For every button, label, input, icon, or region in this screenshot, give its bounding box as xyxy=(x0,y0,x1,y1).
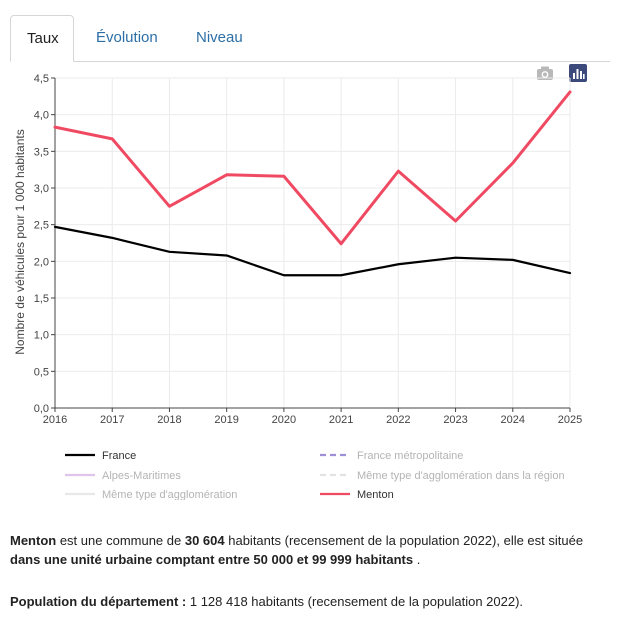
x-tick-label: 2021 xyxy=(329,414,353,426)
legend-label: France métropolitaine xyxy=(357,450,463,462)
legend-label: Menton xyxy=(357,489,394,500)
tab-niveau[interactable]: Niveau xyxy=(196,29,243,46)
y-tick-label: 0,0 xyxy=(34,403,49,415)
x-tick-label: 2024 xyxy=(501,414,525,426)
legend-label: Même type d'agglomération dans la région xyxy=(357,470,565,482)
y-tick-label: 1,0 xyxy=(34,330,49,342)
x-tick-label: 2023 xyxy=(443,414,467,426)
legend-item-alpes-maritimes[interactable]: Alpes-Maritimes xyxy=(65,470,181,482)
departement-population: Population du département : 1 128 418 ha… xyxy=(10,592,605,611)
chart-logo-icon[interactable] xyxy=(568,63,588,82)
desc-text-1: est une commune de xyxy=(56,533,185,548)
x-tick-label: 2018 xyxy=(157,414,181,426)
y-tick-label: 4,5 xyxy=(34,73,49,85)
legend: France France métropolitaine Alpes-Maritim… xyxy=(65,450,565,500)
grid-lines xyxy=(54,77,571,408)
x-tick-label: 2025 xyxy=(558,414,582,426)
line-chart: 0,0 0,5 1,0 1,5 2,0 2,5 3,0 3,5 4,0 4,5 2016 2017 20… xyxy=(13,73,583,500)
x-tick-label: 2016 xyxy=(43,414,67,426)
y-tick-label: 2,5 xyxy=(34,220,49,232)
legend-item-france-metropolitaine[interactable]: France métropolitaine xyxy=(320,450,463,462)
legend-label: Même type d'agglomération xyxy=(102,489,237,500)
departement-value: 1 128 418 habitants (recensement de la p… xyxy=(186,594,524,609)
commune-name: Menton xyxy=(10,533,57,548)
x-tick-label: 2022 xyxy=(386,414,410,426)
y-tick-label: 0,5 xyxy=(34,366,49,378)
legend-label: Alpes-Maritimes xyxy=(102,470,181,482)
commune-description: Menton est une commune de 30 604 habitan… xyxy=(10,531,605,569)
y-tick-label: 4,0 xyxy=(34,110,49,122)
unite-urbaine: dans une unité urbaine comptant entre 50… xyxy=(10,552,414,567)
desc-text-3: . xyxy=(413,552,421,567)
desc-text-2: habitants (recensement de la population … xyxy=(224,533,584,548)
series-layer xyxy=(53,90,572,277)
x-tick-label: 2019 xyxy=(214,414,238,426)
legend-item-menton[interactable]: Menton xyxy=(320,489,394,500)
tab-evolution[interactable]: Évolution xyxy=(96,29,158,46)
departement-label: Population du département : xyxy=(10,594,187,609)
camera-icon[interactable] xyxy=(535,64,555,82)
legend-item-meme-type-d-agglomeration-dans-la-region[interactable]: Même type d'agglomération dans la région xyxy=(320,470,565,482)
y-tick-label: 1,5 xyxy=(34,293,49,305)
y-tick-label: 3,0 xyxy=(34,183,49,195)
legend-item-france[interactable]: France xyxy=(65,450,136,462)
legend-item-meme-type-d-agglomeration[interactable]: Même type d'agglomération xyxy=(65,489,237,500)
y-tick-label: 2,0 xyxy=(34,256,49,268)
x-tick-label: 2017 xyxy=(100,414,124,426)
axes: 0,0 0,5 1,0 1,5 2,0 2,5 3,0 3,5 4,0 4,5 2016 2017 20… xyxy=(34,73,583,426)
tab-taux[interactable]: Taux xyxy=(10,15,74,62)
legend-label: France xyxy=(102,450,136,462)
series-line-menton xyxy=(53,90,572,246)
habitants-count: 30 604 xyxy=(184,533,225,548)
y-tick-label: 3,5 xyxy=(34,146,49,158)
y-axis-label: Nombre de véhicules pour 1 000 habitants xyxy=(13,129,27,354)
x-tick-label: 2020 xyxy=(272,414,296,426)
series-line-france xyxy=(53,225,572,277)
tab-bar: Taux Évolution Niveau xyxy=(10,15,610,62)
